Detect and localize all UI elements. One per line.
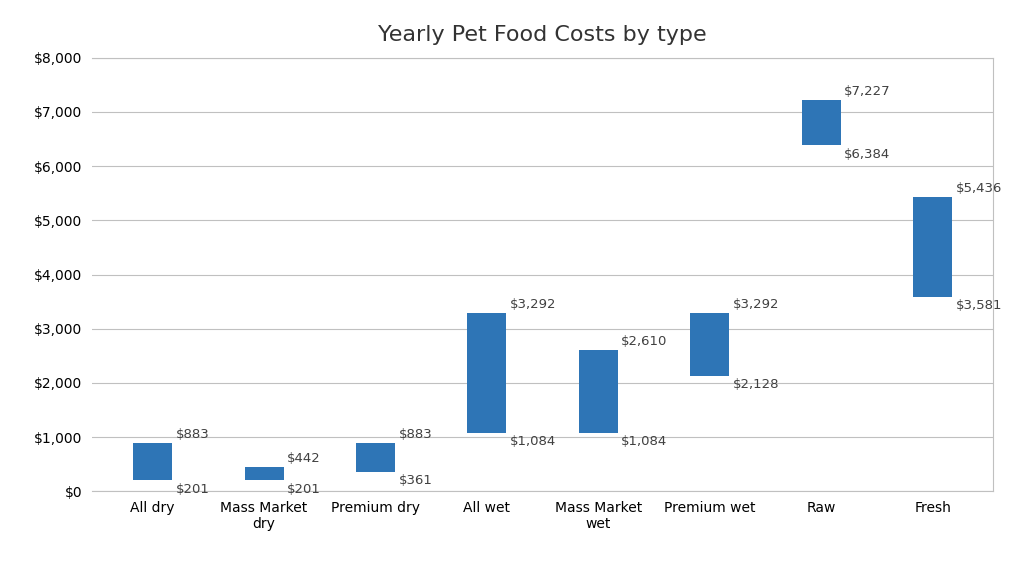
- Text: $3,292: $3,292: [733, 298, 779, 311]
- Bar: [913, 197, 952, 297]
- Text: $2,128: $2,128: [733, 378, 779, 391]
- Text: $3,292: $3,292: [510, 298, 556, 311]
- Text: $201: $201: [175, 483, 209, 495]
- Title: Yearly Pet Food Costs by type: Yearly Pet Food Costs by type: [379, 25, 707, 45]
- Bar: [468, 313, 507, 432]
- Bar: [802, 99, 841, 145]
- Text: $883: $883: [398, 428, 432, 441]
- Text: $442: $442: [287, 452, 321, 465]
- Text: $1,084: $1,084: [510, 435, 556, 448]
- Text: $2,610: $2,610: [622, 335, 668, 348]
- Bar: [245, 468, 284, 480]
- Text: $1,084: $1,084: [622, 435, 668, 448]
- Text: $7,227: $7,227: [844, 84, 891, 98]
- Text: $5,436: $5,436: [955, 181, 1002, 195]
- Bar: [579, 350, 617, 432]
- Text: $361: $361: [398, 474, 432, 487]
- Text: $3,581: $3,581: [955, 299, 1002, 313]
- Bar: [133, 443, 172, 480]
- Text: $6,384: $6,384: [844, 147, 891, 161]
- Text: $201: $201: [287, 483, 321, 495]
- Text: $883: $883: [175, 428, 209, 441]
- Bar: [690, 313, 729, 376]
- Bar: [356, 443, 395, 472]
